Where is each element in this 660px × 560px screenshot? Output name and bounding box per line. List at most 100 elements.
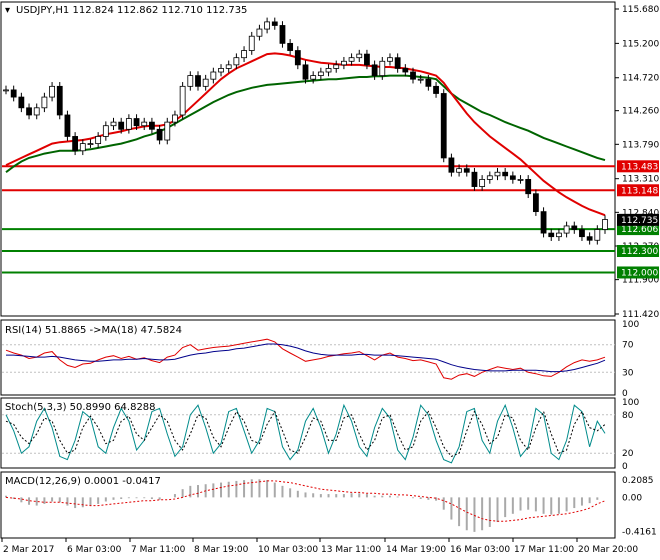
price-y-tick-label: 113.310: [622, 175, 659, 185]
rsi-y-tick-label: 100: [622, 320, 639, 330]
chart-menu-icon[interactable]: ▾: [5, 5, 10, 16]
stoch-y-tick-label: 100: [622, 398, 639, 408]
candle-body: [210, 71, 217, 80]
candle-body: [471, 171, 478, 187]
candle-body: [486, 175, 493, 180]
candle-body: [456, 168, 462, 173]
stoch-y-tick-label: 80: [622, 411, 634, 421]
candle-body: [133, 118, 140, 127]
candle-body: [279, 25, 286, 44]
candle-body: [149, 121, 155, 130]
rsi-y-tick-label: 30: [622, 368, 634, 378]
candle-body: [571, 225, 578, 230]
candle-body: [118, 121, 125, 130]
candle-body: [294, 50, 301, 66]
candle-body: [41, 96, 48, 109]
candle-body: [10, 89, 17, 98]
candle-body: [556, 232, 562, 238]
macd-y-tick-label: -0.4161: [622, 528, 657, 538]
candle-body: [79, 143, 86, 152]
candle-body: [72, 136, 79, 152]
candle-body: [164, 121, 171, 141]
candle-body: [563, 225, 570, 234]
x-tick-label: 6 Mar 03:00: [67, 545, 122, 555]
candle-body: [218, 68, 224, 73]
candle-body: [410, 71, 416, 80]
x-tick-label: 2 Mar 2017: [3, 545, 54, 555]
candle-body: [540, 211, 547, 234]
x-tick-label: 14 Mar 19:00: [386, 545, 446, 555]
candle-body: [532, 193, 539, 213]
x-tick-label: 17 Mar 11:00: [514, 545, 574, 555]
candle-body: [271, 21, 278, 26]
candle-body: [64, 114, 71, 137]
candle-body: [225, 64, 232, 69]
candle-body: [49, 85, 55, 98]
candle-body: [333, 64, 340, 69]
price-level-tag: [617, 266, 659, 279]
price-panel-title: USDJPY,H1 112.824 112.862 112.710 112.73…: [16, 5, 247, 16]
candle-body: [364, 53, 370, 66]
stoch-y-tick-label: 20: [622, 449, 634, 459]
candle-body: [195, 75, 201, 87]
price-y-tick-label: 114.720: [622, 74, 659, 84]
stoch-plot: [2, 403, 615, 464]
candle-body: [310, 75, 317, 80]
stoch-panel-frame: [0, 397, 616, 469]
candle-body: [87, 143, 94, 146]
current-price-label: 112.735: [621, 216, 658, 226]
price-level-label: 113.148: [621, 186, 658, 196]
candle-body: [18, 96, 25, 109]
candle-body: [56, 85, 63, 116]
price-y-tick-label: 113.790: [622, 140, 659, 150]
candle-body: [102, 125, 109, 137]
candle-body: [202, 78, 209, 87]
candle-body: [494, 171, 501, 177]
candle-body: [594, 229, 601, 241]
candle-body: [248, 35, 255, 51]
candle-body: [586, 236, 593, 241]
rsi-panel-title: RSI(14) 51.8865 ->MA(18) 47.5824: [5, 325, 182, 336]
candle-body: [579, 229, 585, 238]
price-level-label: 112.606: [621, 225, 658, 235]
candle-body: [402, 68, 409, 73]
candle-body: [110, 121, 117, 127]
candle-body: [317, 71, 324, 76]
candle-body: [26, 107, 32, 116]
candle-body: [256, 28, 263, 37]
candle-body: [356, 53, 363, 59]
price-y-tick-label: 111.420: [622, 310, 659, 320]
x-tick-label: 10 Mar 03:00: [258, 545, 318, 555]
candle-body: [179, 85, 186, 116]
candle-body: [525, 179, 532, 195]
candle-body: [463, 168, 470, 173]
stoch-panel-title: Stoch(5,3,3) 50.8990 64.8288: [5, 402, 156, 413]
price-plot: [2, 17, 615, 274]
stoch-y-tick-label: 0: [622, 462, 628, 472]
x-tick-label: 13 Mar 11:00: [321, 545, 381, 555]
macd-panel-title: MACD(12,26,9) 0.0001 -0.0417: [5, 476, 161, 487]
candle-body: [264, 21, 271, 30]
price-level-tag: [617, 223, 659, 236]
candle-body: [548, 232, 555, 238]
candle-body: [440, 93, 447, 159]
candle-body: [517, 179, 524, 181]
price-y-tick-label: 111.900: [622, 276, 659, 286]
axes: 115.680 115.200 114.720 114.260 113.790 113.3…: [1, 5, 659, 555]
candle-body: [602, 219, 608, 230]
x-tick-label: 16 Mar 03:00: [450, 545, 510, 555]
price-level-tag: [617, 160, 659, 173]
candle-body: [433, 85, 439, 94]
price-y-tick-label: 115.200: [622, 39, 659, 49]
candle-body: [348, 57, 355, 62]
candle-body: [156, 128, 163, 141]
candle-body: [141, 121, 148, 127]
x-tick-label: 7 Mar 11:00: [131, 545, 186, 555]
candle-body: [33, 107, 40, 116]
candle-body: [394, 57, 401, 69]
rsi-line: [5, 338, 606, 380]
macd-y-tick-label: 0.00: [622, 493, 642, 503]
rsi-y-tick-label: 70: [622, 341, 634, 351]
price-y-tick-label: 112.840: [622, 208, 659, 218]
